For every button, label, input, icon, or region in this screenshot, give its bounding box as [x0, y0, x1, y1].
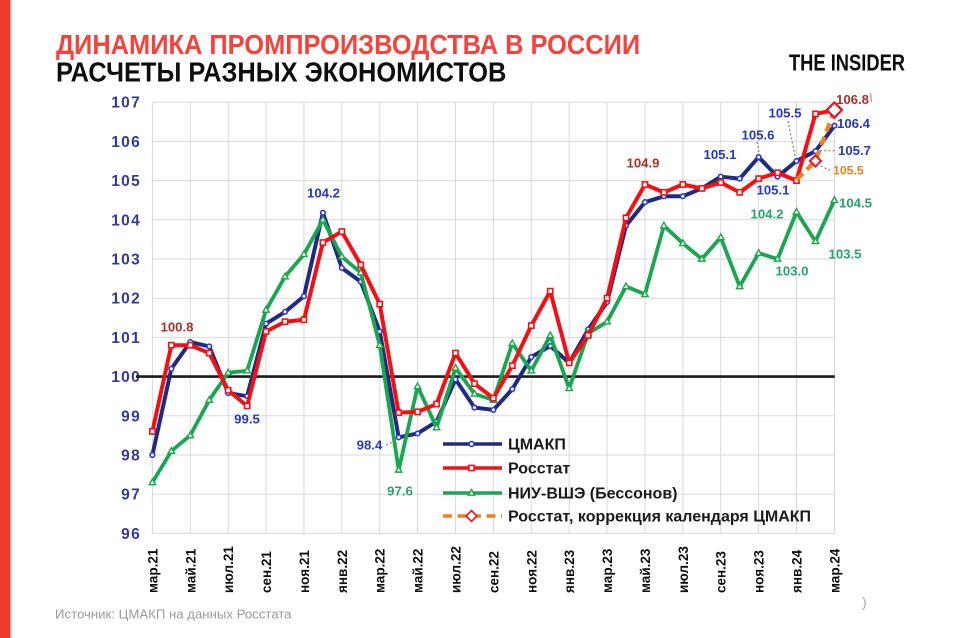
svg-text:105: 105: [111, 173, 141, 190]
svg-text:мар.21: мар.21: [145, 548, 160, 593]
svg-text:НИУ-ВШЭ (Бессонов): НИУ-ВШЭ (Бессонов): [508, 486, 677, 503]
svg-text:ЦМАКП: ЦМАКП: [508, 437, 566, 454]
svg-text:103.5: 103.5: [828, 247, 861, 262]
svg-text:103.0: 103.0: [775, 264, 808, 279]
svg-text:107: 107: [111, 95, 141, 112]
svg-text:106.4: 106.4: [837, 116, 871, 131]
svg-text:янв.22: янв.22: [335, 550, 350, 593]
svg-text:сен.21: сен.21: [259, 551, 274, 593]
svg-text:ДИНАМИКА ПРОМПРОИЗВОДСТВА В РО: ДИНАМИКА ПРОМПРОИЗВОДСТВА В РОССИИ: [56, 29, 640, 60]
svg-text:105.5: 105.5: [768, 106, 801, 121]
svg-text:мар.22: мар.22: [373, 549, 388, 593]
svg-text:Росстат: Росстат: [508, 461, 570, 478]
svg-text:сен.23: сен.23: [714, 551, 729, 593]
svg-text:ноя.22: ноя.22: [524, 550, 539, 593]
svg-text:103: 103: [111, 252, 141, 269]
svg-text:104: 104: [111, 212, 141, 229]
svg-text:105.5: 105.5: [833, 164, 864, 178]
svg-text:): ): [862, 594, 867, 610]
svg-text:сен.22: сен.22: [486, 551, 501, 593]
svg-text:104.2: 104.2: [307, 186, 340, 201]
svg-text:104.2: 104.2: [750, 207, 783, 222]
svg-text:Росстат, коррекция календаря Ц: Росстат, коррекция календаря ЦМАКП: [508, 509, 811, 526]
svg-text:май.23: май.23: [638, 548, 653, 593]
svg-text:мар.23: мар.23: [600, 548, 615, 593]
svg-text:янв.23: янв.23: [562, 549, 577, 593]
svg-text:май.22: май.22: [411, 549, 426, 593]
svg-text:101: 101: [111, 330, 141, 347]
svg-text:99.5: 99.5: [234, 412, 260, 427]
svg-text:мар.24: мар.24: [827, 548, 842, 593]
svg-text:июл.22: июл.22: [449, 546, 464, 593]
svg-text:98.4: 98.4: [357, 438, 383, 453]
svg-text:100.8: 100.8: [160, 320, 193, 335]
svg-text:Источник: ЦМАКП на данных Росс: Источник: ЦМАКП на данных Росстата: [55, 607, 292, 622]
svg-text:105.6: 105.6: [741, 128, 774, 143]
svg-text:97: 97: [121, 487, 141, 504]
svg-text:май.21: май.21: [183, 548, 198, 593]
svg-text:106: 106: [111, 134, 141, 151]
svg-text:98: 98: [121, 448, 141, 465]
svg-text:июл.21: июл.21: [221, 546, 236, 593]
svg-text:96: 96: [121, 526, 141, 543]
svg-text:102: 102: [111, 291, 141, 308]
svg-text:106.8: 106.8: [836, 92, 869, 107]
svg-text:100: 100: [111, 369, 141, 386]
svg-text:104.5: 104.5: [839, 196, 872, 211]
svg-text:97.6: 97.6: [387, 484, 413, 499]
svg-text:янв.24: янв.24: [790, 549, 805, 593]
svg-text:99: 99: [121, 408, 141, 425]
svg-text:104.9: 104.9: [626, 156, 659, 171]
svg-text:ноя.21: ноя.21: [297, 550, 312, 593]
svg-text:июл.23: июл.23: [676, 546, 691, 593]
svg-text:105.1: 105.1: [703, 147, 736, 162]
svg-text:105.1: 105.1: [756, 183, 789, 198]
svg-text:ноя.23: ноя.23: [752, 550, 767, 593]
svg-text:THE INSIDER: THE INSIDER: [789, 50, 905, 76]
svg-text:РАСЧЕТЫ РАЗНЫХ ЭКОНОМИСТОВ: РАСЧЕТЫ РАЗНЫХ ЭКОНОМИСТОВ: [56, 57, 506, 88]
svg-text:105.7: 105.7: [838, 143, 871, 158]
